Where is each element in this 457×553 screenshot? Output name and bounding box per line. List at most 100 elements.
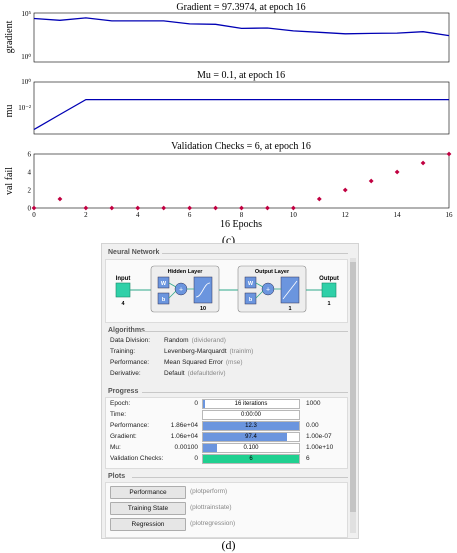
- plot-function: (plottrainstate): [190, 504, 232, 511]
- progress-bar: 16 iterations: [202, 399, 300, 409]
- scrollbar[interactable]: [350, 258, 356, 533]
- hidden-w-block: [157, 276, 170, 289]
- validation-point: [31, 205, 37, 211]
- progress-end: 1.00e-07: [306, 433, 332, 440]
- output-w-block: [244, 276, 257, 289]
- validation-xtick: 10: [290, 211, 298, 219]
- mu-series-line: [33, 98, 449, 131]
- validation-point: [265, 205, 270, 211]
- network-section-title: Neural Network: [108, 249, 160, 256]
- algorithm-value: Default (defaultderiv): [164, 370, 226, 377]
- algorithm-value: Levenberg-Marquardt (trainlm): [164, 348, 253, 355]
- hidden-link-b: [168, 290, 177, 299]
- validation-xtick: 16: [446, 211, 454, 219]
- validation-point: [239, 205, 244, 211]
- plot-button[interactable]: Regression: [110, 518, 186, 531]
- validation-point: [316, 196, 322, 202]
- output-activation-line: [282, 280, 298, 300]
- validation-axes: [33, 153, 450, 209]
- training-window: Neural Network Input 4 Hidden Layer W b …: [101, 243, 359, 539]
- validation-xtick: 14: [394, 211, 402, 219]
- output-b-label: b: [249, 297, 253, 303]
- network-svg: Input 4 Hidden Layer W b + 10 Output Lay…: [116, 265, 339, 313]
- progress-bar: 0.100: [202, 443, 300, 453]
- validation-xtick: 6: [188, 211, 192, 219]
- hidden-layer-size: 10: [200, 306, 206, 312]
- progress-end: 1.00e+10: [306, 444, 334, 451]
- output-size: 1: [327, 301, 330, 307]
- validation-point: [187, 205, 193, 211]
- gradient-series-line: [33, 17, 450, 37]
- validation-ytick: 6: [28, 151, 32, 159]
- input-label: Input: [116, 276, 131, 282]
- progress-label: Gradient:: [110, 433, 137, 440]
- validation-ylabel: val fail: [4, 167, 15, 195]
- output-plus: +: [266, 287, 270, 294]
- mu-ytick-1: 10⁻²: [18, 104, 31, 112]
- progress-bar: 6: [202, 454, 300, 464]
- caption-d: (d): [221, 538, 236, 552]
- training-plots: Gradient = 97.3974, at epoch 16 gradient…: [4, 2, 454, 230]
- network-diagram: Input 4 Hidden Layer W b + 10 Output Lay…: [105, 259, 348, 323]
- validation-point: [342, 187, 348, 193]
- gradient-ytick-0: 10⁵: [22, 10, 32, 18]
- progress-divider: [142, 392, 348, 393]
- progress-bar-fill: [203, 444, 218, 452]
- validation-point: [83, 205, 89, 211]
- mu-plot: Mu = 0.1, at epoch 16 mu 10⁰ 10⁻²: [4, 70, 450, 135]
- progress-bar: 0:00:00: [202, 410, 300, 420]
- algorithm-function: (dividerand): [191, 337, 226, 344]
- validation-xlabel: 16 Epochs: [220, 219, 262, 230]
- progress-label: Time:: [110, 411, 127, 418]
- algorithm-value-text: Levenberg-Marquardt: [164, 348, 227, 355]
- validation-xtick: 8: [240, 211, 244, 219]
- validation-point: [135, 205, 141, 211]
- mu-ytick-0: 10⁰: [21, 78, 31, 86]
- progress-label: Performance:: [110, 422, 150, 429]
- validation-point: [109, 205, 115, 211]
- scrollbar-thumb[interactable]: [350, 262, 356, 512]
- output-b-block: [244, 292, 257, 305]
- plots-divider: [132, 477, 348, 478]
- algorithm-label: Data Division:: [110, 337, 151, 344]
- validation-ytick: 4: [28, 169, 32, 177]
- hidden-link-w: [168, 282, 177, 288]
- progress-end: 0.00: [306, 422, 319, 429]
- progress-value: 6: [249, 456, 253, 462]
- output-label: Output: [319, 276, 339, 282]
- progress-value: 12.3: [245, 423, 257, 429]
- plot-function: (plotperform): [190, 488, 228, 495]
- plot-button[interactable]: Performance: [110, 486, 186, 499]
- progress-bar: 12.3: [202, 421, 300, 431]
- algorithm-value: Random (dividerand): [164, 337, 226, 344]
- output-link-b: [255, 290, 264, 299]
- progress-value: 0:00:00: [240, 412, 262, 418]
- validation-xtick: 2: [84, 211, 88, 219]
- algorithm-function: (trainlm): [229, 348, 254, 355]
- mu-title: Mu = 0.1, at epoch 16: [197, 70, 285, 81]
- progress-bar-fill: [203, 422, 299, 430]
- validation-point: [57, 196, 63, 202]
- algorithm-value-text: Random: [164, 337, 189, 344]
- plot-function: (plotregression): [190, 520, 236, 527]
- plot-button[interactable]: Training State: [110, 502, 186, 515]
- progress-bar-fill: [203, 400, 205, 408]
- network-divider: [162, 253, 348, 254]
- output-layer-label: Output Layer: [255, 269, 290, 275]
- validation-ytick: 2: [28, 187, 32, 195]
- mu-ylabel: mu: [4, 105, 15, 118]
- output-block: [321, 282, 337, 298]
- progress-value: 97.4: [245, 434, 257, 440]
- gradient-ylabel: gradient: [4, 20, 15, 53]
- progress-bar: 97.4: [202, 432, 300, 442]
- progress-end: 6: [306, 455, 310, 462]
- progress-start: 0: [194, 400, 198, 407]
- output-layer-size: 1: [288, 306, 291, 312]
- validation-point: [394, 169, 400, 175]
- progress-value: 16 iterations: [234, 401, 268, 407]
- validation-ytick: 0: [28, 205, 32, 213]
- progress-section-title: Progress: [108, 388, 139, 395]
- gradient-axes: [33, 12, 450, 63]
- progress-start: 1.86e+04: [170, 422, 198, 429]
- algorithm-value-text: Default: [164, 370, 185, 377]
